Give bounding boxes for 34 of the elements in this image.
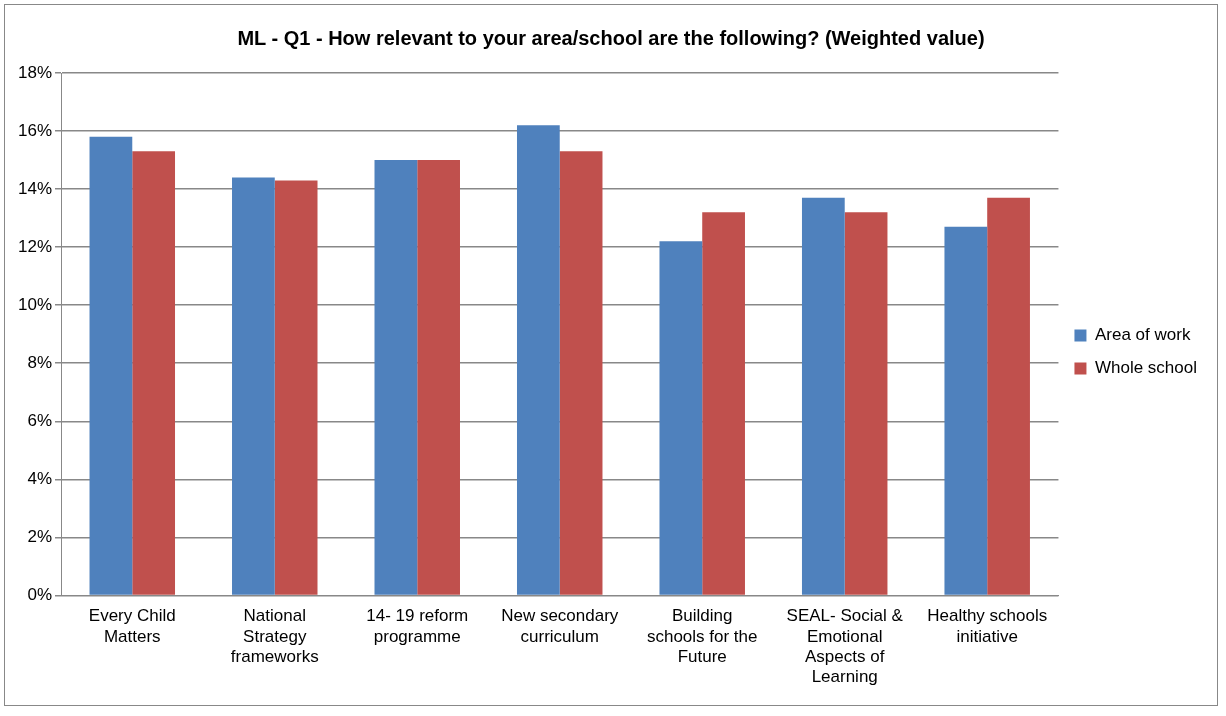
bar (987, 197, 1030, 595)
bar (89, 136, 133, 595)
y-tick-label: 8% (27, 352, 53, 372)
x-tick-label: New secondary curriculum (501, 606, 619, 646)
bar (801, 197, 845, 595)
bar (944, 226, 988, 595)
x-tick-label: Building schools for the Future (646, 606, 758, 667)
bar (702, 212, 745, 595)
y-tick-label: 10% (17, 294, 53, 314)
y-tick-label: 4% (27, 469, 53, 488)
y-tick-label: 12% (17, 236, 53, 256)
legend-label: Whole school (1094, 358, 1198, 378)
x-tick-label: Every Child Matters (88, 606, 176, 646)
bar (232, 177, 275, 595)
y-tick-label: 0% (27, 585, 53, 605)
y-tick-label: 14% (17, 178, 53, 198)
x-tick-label: Healthy schools initiative (927, 606, 1048, 646)
bar (659, 241, 703, 595)
bar (274, 180, 318, 595)
bar (374, 160, 418, 595)
y-tick-label: 6% (27, 410, 53, 430)
x-tick-label: National Strategy frameworks (230, 606, 319, 667)
bar (132, 151, 176, 595)
legend-label: Area of work (1094, 325, 1191, 345)
x-tick-label: SEAL- Social & Emotional Aspects of Learning (786, 606, 904, 687)
bar (844, 212, 888, 595)
x-tick-label: 14- 19 reform programme (366, 606, 469, 646)
bar (417, 160, 460, 595)
y-tick-label: 2% (27, 527, 53, 547)
chart-title: ML - Q1 - How relevant to your area/school are the following? (Weighted value) (237, 26, 985, 49)
y-tick-label: 18% (17, 62, 53, 82)
y-tick-label: 16% (17, 120, 53, 140)
bar (516, 125, 560, 595)
bar (559, 151, 603, 595)
